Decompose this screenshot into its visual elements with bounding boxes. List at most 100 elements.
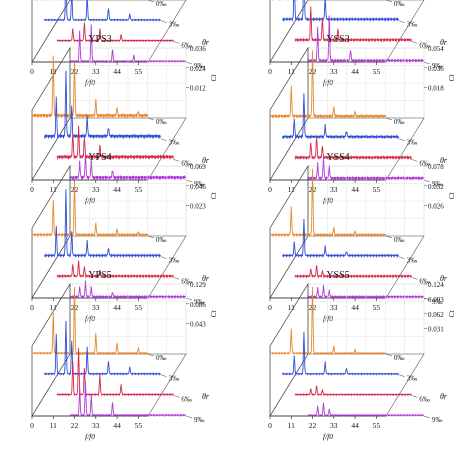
series-line: [282, 0, 400, 23]
series-line: [44, 0, 161, 22]
x-tick-label: 44: [113, 421, 121, 430]
x-axis-label: f/f0: [85, 432, 95, 441]
depth-axis-label: θr: [440, 392, 448, 401]
depth-tick-label: 3‰: [169, 139, 180, 147]
x-tick-label: 22: [71, 421, 79, 430]
panel-title: YPS3: [88, 34, 111, 45]
depth-tick: [147, 353, 155, 357]
series-line: [31, 181, 149, 238]
x-tick-label: 11: [50, 421, 57, 430]
series-line: [307, 402, 425, 418]
panel-title: YPS5: [88, 270, 111, 281]
panel-7: 0‰3‰6‰9‰0 11 22 33 44 55f/f0θr0.1240.0930.062…: [268, 270, 456, 441]
depth-tick: [385, 235, 393, 239]
floor-plane: [269, 117, 425, 181]
depth-tick-label: 9‰: [432, 62, 443, 70]
depth-tick-label: 3‰: [407, 375, 418, 383]
depth-tick-label: 0‰: [156, 354, 167, 362]
x-tick-label: 44: [351, 185, 359, 194]
depth-tick: [385, 353, 393, 357]
series-line: [56, 125, 174, 160]
z-tick-label: 0.024: [190, 65, 206, 73]
z-axis-label: Ct: [447, 310, 456, 318]
x-tick-label: 44: [351, 303, 359, 312]
depth-axis-label: θr: [440, 38, 448, 47]
depth-tick: [173, 41, 180, 44]
series-line: [282, 331, 399, 376]
z-tick-label: 0.036: [190, 45, 206, 53]
series-line: [269, 50, 387, 119]
z-axis-label: Ct: [209, 74, 218, 82]
depth-tick-label: 6‰: [181, 395, 192, 403]
x-tick-label: 0: [30, 421, 34, 430]
depth-tick: [147, 0, 155, 3]
depth-tick: [173, 159, 180, 162]
depth-tick: [147, 235, 155, 239]
depth-tick: [398, 20, 405, 23]
x-tick-label: 33: [330, 185, 338, 194]
x-tick-label: 0: [268, 421, 272, 430]
z-tick-label: 0.023: [190, 203, 206, 211]
depth-tick-label: 9‰: [432, 180, 443, 188]
series-line: [56, 260, 174, 280]
series-line: [56, 347, 174, 397]
depth-axis-label: θr: [202, 392, 210, 401]
x-tick-label: 0: [30, 303, 34, 312]
depth-tick-label: 0‰: [156, 0, 167, 8]
depth-tick-label: 9‰: [432, 416, 443, 424]
depth-tick: [160, 20, 167, 23]
z-tick-label: 0.124: [428, 281, 444, 289]
depth-tick-label: 0‰: [156, 118, 167, 126]
x-tick-label: 33: [330, 303, 338, 312]
x-axis-label: f/f0: [85, 78, 95, 87]
depth-tick-label: 3‰: [407, 21, 418, 29]
side-plane: [31, 0, 71, 64]
depth-tick-label: 9‰: [194, 62, 205, 70]
x-tick-label: 33: [330, 67, 338, 76]
depth-tick-label: 3‰: [169, 257, 180, 265]
x-tick-label: 55: [373, 185, 381, 194]
x-tick-label: 33: [92, 67, 100, 76]
x-tick-label: 55: [373, 303, 381, 312]
x-tick-label: 44: [351, 67, 359, 76]
floor-plane: [269, 353, 425, 417]
series-line: [269, 168, 387, 238]
z-axis-label: Ct: [209, 192, 218, 200]
depth-tick-label: 6‰: [419, 41, 430, 49]
panel-title: YPS4: [88, 152, 111, 163]
x-tick-label: 11: [288, 303, 295, 312]
x-tick-label: 55: [135, 421, 143, 430]
x-tick-label: 33: [92, 303, 100, 312]
series-line: [294, 6, 412, 43]
series-line: [44, 189, 161, 259]
depth-tick-label: 6‰: [181, 41, 192, 49]
z-axis-label: Ct: [209, 310, 218, 318]
x-tick-label: 55: [135, 67, 143, 76]
depth-tick-label: 9‰: [194, 180, 205, 188]
depth-tick-label: 3‰: [169, 21, 180, 29]
depth-tick: [398, 374, 405, 377]
series-line: [44, 320, 161, 376]
depth-tick-label: 6‰: [419, 159, 430, 167]
x-tick-label: 11: [50, 303, 57, 312]
depth-tick: [160, 138, 167, 141]
depth-axis-label: θr: [202, 38, 210, 47]
x-axis-label: f/f0: [323, 196, 333, 205]
x-tick-label: 55: [135, 185, 143, 194]
z-tick-label: 0.129: [190, 281, 206, 289]
x-tick-label: 33: [92, 421, 100, 430]
x-tick-label: 11: [288, 185, 295, 194]
z-tick-label: 0.054: [428, 45, 444, 53]
series-line: [56, 22, 174, 43]
depth-tick: [398, 138, 405, 141]
depth-tick: [398, 256, 405, 259]
series-line: [294, 136, 412, 161]
depth-tick: [147, 117, 155, 121]
x-tick-label: 11: [288, 67, 295, 76]
depth-axis-label: θr: [440, 274, 448, 283]
series-line: [31, 55, 149, 119]
depth-tick: [385, 117, 393, 121]
z-tick-label: 0.086: [190, 301, 206, 309]
